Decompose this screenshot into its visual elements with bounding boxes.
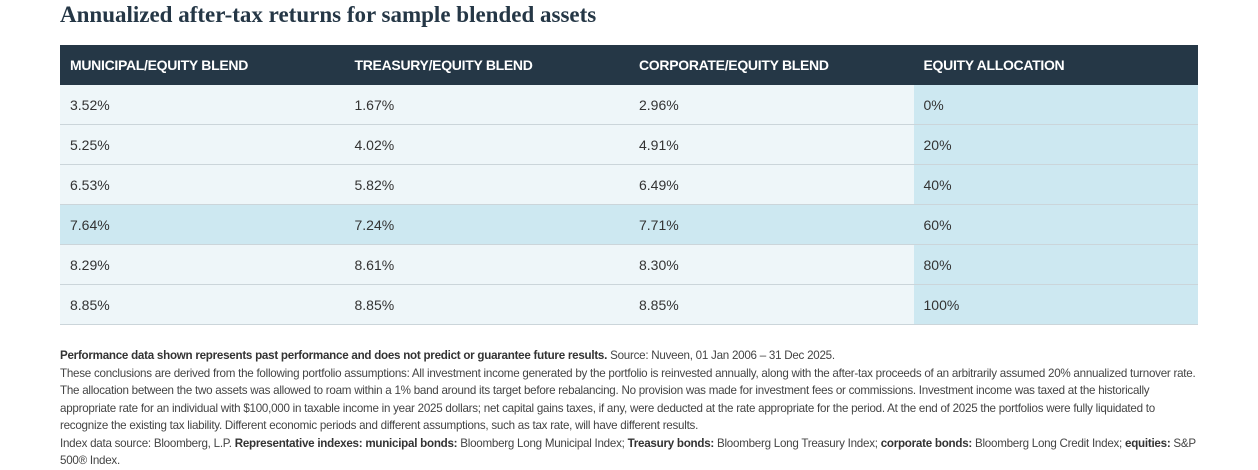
footnote-text: Bloomberg Long Treasury Index; xyxy=(714,436,881,450)
table-cell: 8.85% xyxy=(60,284,345,325)
table-cell: 100% xyxy=(913,284,1198,325)
table-cell: 4.91% xyxy=(629,124,914,165)
column-header: TREASURY/EQUITY BLEND xyxy=(344,45,629,85)
footnote: These conclusions are derived from the f… xyxy=(60,365,1200,435)
table-cell: 60% xyxy=(913,204,1198,245)
table-cell: 0% xyxy=(913,85,1198,125)
footnote-text: Source: Nuveen, 01 Jan 2006 – 31 Dec 202… xyxy=(607,349,835,362)
table-cell: 3.52% xyxy=(60,85,345,125)
table-cell: 40% xyxy=(913,164,1198,205)
column-header: EQUITY ALLOCATION xyxy=(913,45,1198,85)
table-row: 7.64% 7.24% 7.71% 60% xyxy=(60,204,1198,245)
table-cell: 8.85% xyxy=(344,284,629,325)
table-cell: 6.49% xyxy=(629,164,914,205)
table-row: 6.53% 5.82% 6.49% 40% xyxy=(60,164,1198,205)
table-cell: 8.29% xyxy=(60,244,345,285)
table-cell: 8.30% xyxy=(629,244,914,285)
table-cell: 5.25% xyxy=(60,124,345,165)
footnote-bold-text: Representative indexes: municipal bonds: xyxy=(234,436,458,450)
table-cell: 5.82% xyxy=(344,164,629,205)
footnote-text: Index data source: Bloomberg, L.P. xyxy=(60,436,235,450)
column-header: MUNICIPAL/EQUITY BLEND xyxy=(60,45,345,85)
footnote-bold-text: equities: xyxy=(1125,436,1171,450)
table-row: 8.29% 8.61% 8.30% 80% xyxy=(60,244,1198,285)
footnote-text: Bloomberg Long Credit Index; xyxy=(972,436,1126,450)
column-header: CORPORATE/EQUITY BLEND xyxy=(629,45,914,85)
table-cell: 8.85% xyxy=(629,284,914,325)
footnotes: Performance data shown represents past p… xyxy=(60,347,1200,470)
table-cell: 7.71% xyxy=(629,204,914,245)
table-cell: 20% xyxy=(913,124,1198,165)
header-row: MUNICIPAL/EQUITY BLEND TREASURY/EQUITY BL… xyxy=(60,45,1198,85)
footnote-text: Bloomberg Long Municipal Index; xyxy=(457,436,628,450)
footnote-bold-text: corporate bonds: xyxy=(880,436,973,450)
table-row: 8.85% 8.85% 8.85% 100% xyxy=(60,284,1198,325)
table-row: 3.52% 1.67% 2.96% 0% xyxy=(60,85,1198,125)
footnote-bold-text: Treasury bonds: xyxy=(627,436,715,450)
table-cell: 4.02% xyxy=(344,124,629,165)
footnote: Performance data shown represents past p… xyxy=(60,347,1200,365)
footnote-text: These conclusions are derived from the f… xyxy=(60,366,1196,433)
footnote: Index data source: Bloomberg, L.P. Repre… xyxy=(60,435,1200,470)
table-body: 3.52% 1.67% 2.96% 0% 5.25% 4.02% 4.91% 20% 6.53%… xyxy=(60,85,1198,325)
title: Annualized after-tax returns for sample … xyxy=(60,2,597,27)
table-row: 5.25% 4.02% 4.91% 20% xyxy=(60,124,1198,165)
table-cell: 8.61% xyxy=(344,244,629,285)
table-cell: 7.64% xyxy=(60,204,345,245)
table-cell: 7.24% xyxy=(344,204,629,245)
table-cell: 2.96% xyxy=(629,85,914,125)
page: Annualized after-tax returns for sample … xyxy=(60,2,1198,467)
table-cell: 1.67% xyxy=(344,85,629,125)
footnote-bold-text: Performance data shown represents past p… xyxy=(60,349,608,362)
returns-table: MUNICIPAL/EQUITY BLEND TREASURY/EQUITY BL… xyxy=(60,45,1198,325)
table-cell: 80% xyxy=(913,244,1198,285)
table-cell: 6.53% xyxy=(60,164,345,205)
